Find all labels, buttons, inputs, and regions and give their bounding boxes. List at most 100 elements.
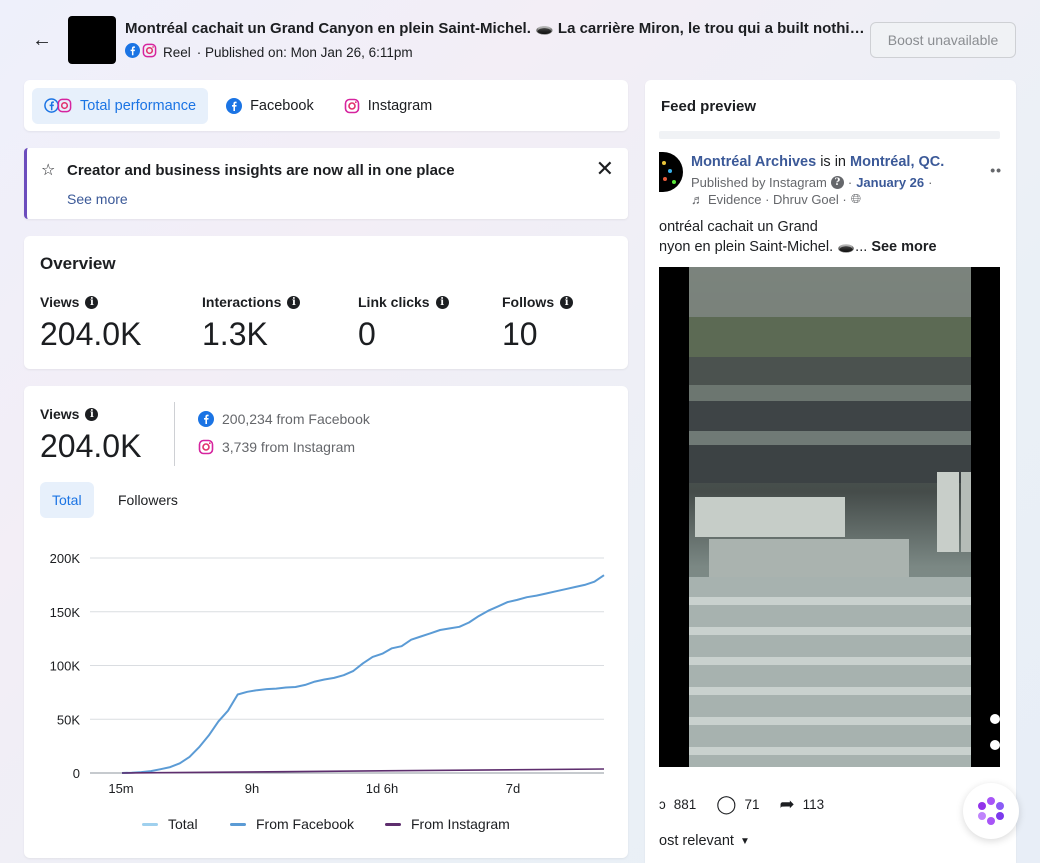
post-meta: Published by Instagram ? · January 26 · [691,175,933,190]
comment-count: 71 [744,797,760,812]
feed-preview-title: Feed preview [661,98,757,115]
feed-preview-card: Feed preview Montréal Archives is in Mon… [645,80,1016,863]
y-tick-label: 50K [57,712,80,727]
legend-label: Total [168,816,198,832]
instagram-icon [142,43,157,61]
reactions[interactable]: ↄ 881 [659,797,696,812]
caret-down-icon: ▼ [739,835,750,847]
tab-label: Total performance [80,97,197,114]
caption-line: ontréal cachait un Grand [659,219,818,235]
series-line-from-facebook [121,574,605,774]
info-icon[interactable]: i [85,295,99,309]
metric-value: 0 [358,316,376,352]
preview-top-bar [659,131,1000,139]
location-link[interactable]: Montréal, QC. [850,154,945,170]
music-text: Evidence · Dhruv Goel · [708,191,847,207]
quarry-aerial-image [689,267,1000,767]
metric-follows: Follows i 10 [502,294,574,353]
legend-from-instagram: From Instagram [385,816,510,832]
tab-instagram[interactable]: Instagram [332,88,444,124]
post-thumbnail [68,16,116,64]
post-date[interactable]: January 26 [856,175,925,190]
x-tick-label: 9h [245,781,259,796]
comment-sort[interactable]: ost relevant ▼ [659,833,750,849]
metric-link-clicks: Link clicks i 0 [358,294,449,353]
info-icon[interactable]: i [287,295,301,309]
question-icon[interactable]: ? [830,176,844,189]
share-icon: ➦ [779,794,795,814]
platform-tabs: Total performance Facebook Instagram [24,80,628,131]
metric-value: 1.3K [202,316,268,352]
legend-from-facebook: From Facebook [230,816,354,832]
post-subline: Reel · Published on: Mon Jan 26, 6:11pm [125,43,413,61]
comment-icon: ◯ [716,794,737,814]
y-tick-label: 200K [50,551,81,566]
see-more-link[interactable]: See more [871,239,937,255]
segment-followers[interactable]: Followers [118,492,178,508]
x-tick-label: 7d [506,781,520,796]
post-header: Montréal Archives is in Montréal, QC. [691,154,944,170]
notice-title: Creator and business insights are now al… [67,162,455,179]
overview-card: Overview Views i 204.0K Interactions i 1.3… [24,236,628,369]
share-count: 113 [802,797,825,812]
account-name[interactable]: Montréal Archives [691,154,817,170]
tab-total-performance[interactable]: Total performance [32,87,209,124]
more-options-icon[interactable]: •• [990,162,1002,178]
views-from-instagram: 3,739 from Instagram [198,439,355,455]
reaction-icon: ↄ [659,797,666,812]
legend-swatch [385,822,401,826]
views-from-facebook: 200,234 from Facebook [198,411,370,427]
caption-line: nyon en plein Saint-Michel. 🕳️... [659,239,868,255]
legend-label: From Instagram [411,816,510,832]
instagram-icon [198,439,214,455]
boost-button[interactable]: Boost unavailable [870,22,1016,58]
post-music: ♬ Evidence · Dhruv Goel · 🌐︎ [691,191,861,207]
is-in-text: is in [820,154,846,170]
overview-title: Overview [40,254,116,273]
facebook-icon [125,43,140,61]
video-preview[interactable] [659,267,1000,767]
music-note-icon: ♬ [691,191,704,207]
x-tick-label: 1d 6h [366,781,399,796]
views-label: Views [40,406,80,422]
metric-label: Follows [502,294,555,310]
metric-views: Views i 204.0K [40,294,141,353]
y-tick-label: 150K [50,605,81,620]
y-tick-label: 0 [73,766,80,781]
instagram-icon [344,98,360,114]
info-icon[interactable]: i [560,295,574,309]
post-caption: ontréal cachait un Grand nyon en plein S… [659,217,1014,257]
ai-assistant-button[interactable] [963,783,1019,839]
metric-value: 10 [502,316,538,352]
tab-label: Facebook [250,97,314,114]
close-icon[interactable]: ✕ [595,156,614,181]
segment-total[interactable]: Total [40,482,94,518]
facebook-icon [226,97,243,114]
tab-label: Instagram [367,97,433,114]
facebook-icon [198,411,214,427]
sparkle-flower-icon [978,797,1004,825]
back-arrow-icon[interactable]: ← [32,29,52,51]
insights-notice: ☆ Creator and business insights are now … [24,148,628,219]
views-line-chart: 200K 150K 100K 50K 0 15m 9h 1d 6h 7d [50,551,605,796]
comments[interactable]: ◯ 71 [716,794,759,815]
globe-icon: 🌐︎ [850,191,862,206]
y-tick-label: 100K [50,659,81,674]
see-more-link[interactable]: See more [67,191,128,207]
views-card: Views i 204.0K 200,234 from Facebook 3,73… [24,386,628,858]
from-instagram-text: 3,739 from Instagram [222,439,356,455]
metric-interactions: Interactions i 1.3K [202,294,301,353]
info-icon[interactable]: i [435,295,449,309]
sort-label: ost relevant [659,833,734,849]
account-avatar[interactable] [659,152,683,192]
tab-facebook[interactable]: Facebook [214,88,326,124]
star-icon: ☆ [41,162,56,179]
divider [174,402,175,466]
legend-swatch [230,822,246,826]
metric-label: Views [40,294,80,310]
from-facebook-text: 200,234 from Facebook [222,411,370,427]
series-line-from-instagram [121,768,605,774]
post-type: Reel [163,44,191,60]
info-icon[interactable]: i [85,407,99,421]
shares[interactable]: ➦ 113 [779,794,824,815]
